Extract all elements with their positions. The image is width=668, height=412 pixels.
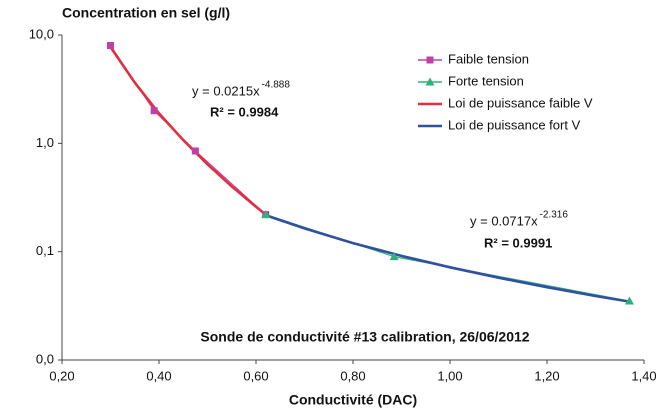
data-point (191, 147, 199, 155)
data-point (389, 252, 399, 261)
y-tick-label: 10,0 (29, 26, 54, 41)
legend-label: Loi de puissance fort V (448, 117, 581, 132)
legend-label: Loi de puissance faible V (448, 95, 593, 110)
equation: y = 0.0717x (470, 213, 538, 228)
data-point (261, 210, 271, 219)
series-line (265, 213, 630, 302)
legend-label: Forte tension (448, 73, 524, 88)
x-tick-label: 1,00 (437, 368, 462, 383)
x-axis-label: Conductivité (DAC) (289, 392, 417, 408)
data-point (150, 107, 158, 115)
caption: Sonde de conductivité #13 calibration, 2… (200, 329, 529, 345)
trend-line (109, 46, 267, 216)
trend-line (265, 213, 630, 303)
legend-marker (426, 56, 434, 64)
x-tick-label: 0,40 (146, 368, 171, 383)
r-squared: R² = 0.9991 (484, 235, 552, 250)
legend-marker (425, 77, 435, 86)
y-tick-label: 1,0 (36, 135, 54, 150)
x-tick-label: 0,20 (49, 368, 74, 383)
equation-exponent: -2.316 (540, 210, 569, 221)
legend-label: Faible tension (448, 51, 529, 66)
chart-title: Concentration en sel (g/l) (62, 5, 230, 21)
x-tick-label: 0,80 (340, 368, 365, 383)
r-squared: R² = 0.9984 (210, 104, 279, 119)
x-tick-label: 1,40 (631, 368, 656, 383)
x-tick-label: 1,20 (534, 368, 559, 383)
y-tick-label: 0,1 (36, 243, 54, 258)
y-tick-label: 0,0 (36, 351, 54, 366)
equation: y = 0.0215x (192, 83, 260, 98)
data-point (107, 41, 114, 49)
series-line (110, 45, 267, 216)
data-point (624, 296, 634, 305)
x-tick-label: 0,60 (243, 368, 268, 383)
equation-exponent: -4.888 (262, 80, 291, 91)
